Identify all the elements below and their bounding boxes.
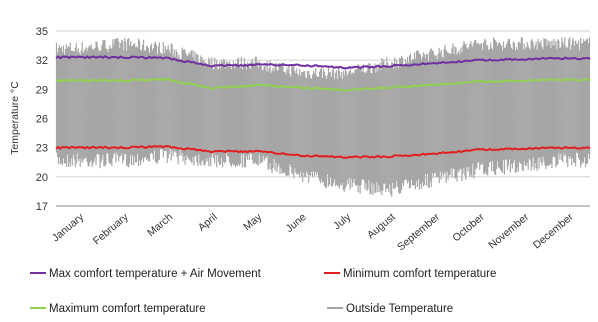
series-line-maximum <box>55 77 591 92</box>
y-tick-label: 35 <box>36 26 48 38</box>
y-tick-label: 17 <box>36 201 48 213</box>
outside-temperature-series <box>55 37 591 197</box>
y-tick-label: 29 <box>36 84 48 96</box>
y-axis: 17 20 23 26 29 32 35 <box>36 26 48 213</box>
y-tick-label: 26 <box>36 114 48 126</box>
legend: Max comfort temperature + Air Movement Mi… <box>30 268 496 315</box>
legend-label: Minimum comfort temperature <box>343 268 496 280</box>
legend-label: Outside Temperature <box>346 303 453 315</box>
x-axis: January February March April May June July Augu… <box>50 205 590 254</box>
x-tick-label: September <box>395 211 442 254</box>
y-tick-label: 20 <box>36 172 48 184</box>
y-tick-label: 32 <box>36 55 48 67</box>
x-tick-label: February <box>91 211 131 248</box>
x-tick-label: March <box>145 211 175 239</box>
legend-label: Maximum comfort temperature <box>49 303 206 315</box>
comfort-lines <box>55 55 591 159</box>
x-tick-label: November <box>486 211 531 252</box>
x-tick-label: June <box>284 211 309 235</box>
x-tick-label: August <box>365 211 398 241</box>
x-tick-label: July <box>331 211 354 233</box>
series-line-minimum <box>55 145 591 159</box>
x-tick-label: January <box>50 211 87 245</box>
x-tick-label: October <box>450 211 487 245</box>
y-tick-label: 23 <box>36 143 48 155</box>
series-line-max-air <box>55 55 591 70</box>
x-tick-label: April <box>196 211 220 234</box>
y-axis-title: Temperature °C <box>9 81 21 155</box>
x-tick-label: December <box>531 211 576 252</box>
x-tick-label: May <box>241 211 264 233</box>
legend-label: Max comfort temperature + Air Movement <box>49 268 262 280</box>
